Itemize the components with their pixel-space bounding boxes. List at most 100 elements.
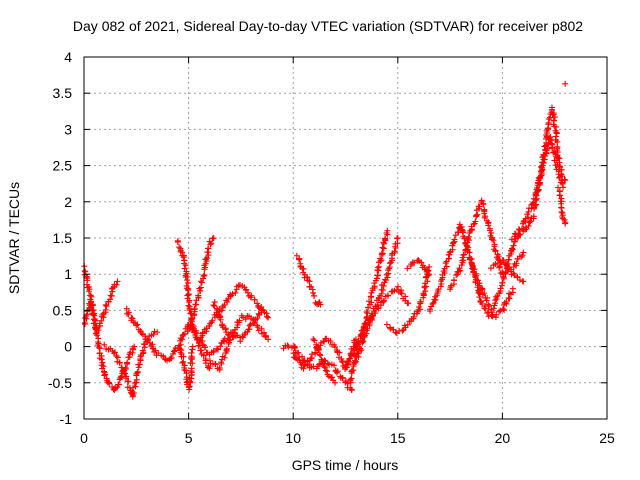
data-point <box>473 272 480 279</box>
data-point <box>206 365 213 372</box>
data-point <box>399 327 406 334</box>
data-point <box>558 209 565 216</box>
data-point <box>364 325 371 332</box>
data-point <box>195 292 202 299</box>
data-point <box>171 348 178 355</box>
data-point <box>426 306 433 313</box>
data-point <box>227 291 233 298</box>
data-point <box>243 286 250 293</box>
data-point <box>410 313 417 320</box>
data-point <box>180 331 187 338</box>
data-point <box>296 256 303 263</box>
data-point <box>98 317 105 324</box>
data-point <box>496 308 503 315</box>
data-point <box>202 344 209 351</box>
data-point <box>236 317 243 324</box>
data-point <box>488 309 495 316</box>
data-point <box>248 292 255 299</box>
data-point <box>260 329 267 336</box>
data-point <box>333 369 340 376</box>
data-point <box>106 380 113 387</box>
data-point <box>446 249 453 256</box>
data-point <box>131 343 138 350</box>
data-point <box>205 245 212 252</box>
data-point <box>424 278 431 285</box>
data-point <box>450 277 457 284</box>
data-point <box>526 219 533 226</box>
data-point <box>562 80 569 87</box>
data-point <box>90 320 97 327</box>
data-point <box>503 298 510 305</box>
data-point <box>476 294 483 301</box>
data-point <box>310 336 317 343</box>
data-point <box>181 265 188 272</box>
data-point <box>377 255 384 262</box>
data-point <box>311 337 318 344</box>
data-points <box>81 80 569 400</box>
data-point <box>554 184 561 191</box>
y-tick-label: 0 <box>64 339 72 355</box>
data-point <box>265 336 272 343</box>
data-point <box>176 244 183 251</box>
data-point <box>300 365 307 372</box>
data-point <box>421 264 428 271</box>
data-point <box>96 320 103 327</box>
data-point <box>154 329 161 336</box>
data-point <box>202 360 209 367</box>
data-point <box>479 291 486 298</box>
data-point <box>383 321 390 328</box>
data-point <box>210 302 217 309</box>
data-point <box>208 240 215 247</box>
data-point <box>187 360 194 367</box>
data-point <box>204 255 211 262</box>
y-tick-label: -0.5 <box>48 375 72 391</box>
data-point <box>102 371 109 378</box>
data-point <box>227 336 234 343</box>
data-point <box>500 273 507 280</box>
data-point <box>426 263 433 270</box>
data-point <box>415 304 422 311</box>
data-point <box>483 297 490 304</box>
x-tick-label: 20 <box>495 430 511 446</box>
data-point <box>357 345 364 352</box>
data-point <box>411 259 418 266</box>
data-point <box>380 298 387 305</box>
data-point <box>380 282 387 289</box>
data-point <box>375 295 382 302</box>
data-point <box>553 123 560 130</box>
x-axis-title: GPS time / hours <box>292 457 399 473</box>
data-point <box>516 277 523 284</box>
data-point <box>180 358 187 365</box>
data-point <box>312 350 319 357</box>
data-point <box>134 368 141 375</box>
data-point <box>210 235 217 241</box>
data-point <box>346 359 353 366</box>
data-point <box>121 370 128 377</box>
data-point <box>374 301 381 308</box>
y-axis-title: SDTVAR / TECUs <box>6 182 22 294</box>
data-point <box>429 300 436 307</box>
data-point <box>123 305 130 312</box>
data-point <box>201 271 208 278</box>
data-point <box>360 338 367 345</box>
data-point <box>191 305 198 312</box>
data-point <box>187 378 194 385</box>
data-point <box>368 289 375 296</box>
data-point <box>177 341 184 348</box>
data-point <box>133 322 140 329</box>
data-point <box>450 239 457 246</box>
data-point <box>152 347 159 354</box>
data-point <box>488 306 495 313</box>
data-point <box>443 263 450 270</box>
data-point <box>359 337 366 344</box>
data-point <box>462 247 469 254</box>
data-point <box>168 354 175 361</box>
data-point <box>454 268 461 275</box>
data-point <box>99 359 106 366</box>
data-point <box>387 325 394 332</box>
data-point <box>217 343 224 350</box>
data-point <box>327 338 334 345</box>
data-point <box>223 345 230 352</box>
data-point <box>527 218 534 225</box>
data-point <box>493 311 500 318</box>
